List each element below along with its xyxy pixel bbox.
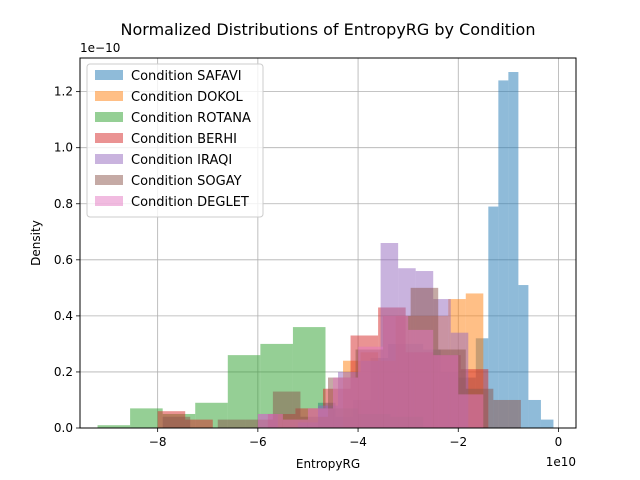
histogram-bar (498, 80, 509, 428)
y-tick-label: 0.8 (54, 197, 73, 211)
legend: Condition SAFAVI Condition DOKOL Condition… (86, 63, 264, 218)
y-tick-label: 1.2 (54, 85, 73, 99)
legend-label: Condition SAFAVI (131, 69, 242, 84)
histogram-bar (130, 408, 163, 428)
x-tick-label: −8 (149, 435, 167, 449)
legend-swatch (95, 175, 123, 185)
x-tick-label: −4 (349, 435, 367, 449)
legend-swatch (95, 70, 123, 80)
histogram-bar (493, 399, 521, 428)
y-axis-label: Density (29, 220, 43, 266)
histogram-bar (358, 346, 384, 428)
grid-layer (80, 58, 576, 429)
histogram-bar (458, 394, 484, 428)
x-tick-label: 0 (555, 435, 563, 449)
x-tick-label: −6 (249, 435, 267, 449)
histogram-bar (408, 329, 434, 428)
y-tick-label: 1.0 (54, 141, 73, 155)
histogram-bar (333, 377, 359, 428)
legend-label: Condition DEGLET (131, 195, 249, 210)
histogram-bar (508, 72, 519, 429)
histogram-bar (185, 419, 213, 428)
legend-label: Condition DOKOL (131, 90, 243, 105)
chart-title: Normalized Distributions of EntropyRG by… (121, 20, 536, 39)
histogram-bar (383, 315, 409, 428)
legend-label: Condition ROTANA (131, 111, 251, 126)
histogram-bar (307, 408, 334, 428)
y-tick-label: 0.2 (54, 365, 73, 379)
bars-layer (97, 72, 554, 429)
y-tick-label: 0.6 (54, 253, 73, 267)
legend-swatch (95, 154, 123, 164)
histogram-bar (97, 425, 131, 428)
y-scale-offset: 1e−10 (80, 41, 120, 55)
legend-label: Condition IRAQI (131, 153, 232, 168)
legend-label: Condition BERHI (131, 132, 237, 147)
x-axis-label: EntropyRG (296, 457, 360, 471)
histogram-bar (257, 413, 283, 428)
histogram-bar (162, 416, 191, 428)
histogram-bar (518, 285, 529, 428)
x-scale-offset: 1e10 (546, 455, 576, 469)
plot-frame (79, 57, 577, 429)
legend-swatch (95, 91, 123, 101)
histogram-bar (488, 206, 499, 428)
histogram-bar (528, 399, 541, 428)
histogram-bar (217, 419, 246, 428)
y-tick-label: 0.0 (54, 421, 73, 435)
legend-box (86, 63, 264, 218)
y-tick-label: 0.4 (54, 309, 73, 323)
legend-swatch (95, 133, 123, 143)
histogram-bar (433, 355, 459, 428)
histogram-bar (227, 355, 261, 428)
histogram-bar (282, 419, 308, 428)
legend-swatch (95, 112, 123, 122)
histogram-bar (540, 419, 554, 428)
legend-label: Condition SOGAY (131, 174, 242, 189)
x-tick-label: −2 (449, 435, 467, 449)
legend-swatch (95, 196, 123, 206)
ticks-layer: −8 −6 −4 −2 0 0.0 0.2 0.4 0.6 0.8 1.0 1.2 (54, 85, 562, 449)
